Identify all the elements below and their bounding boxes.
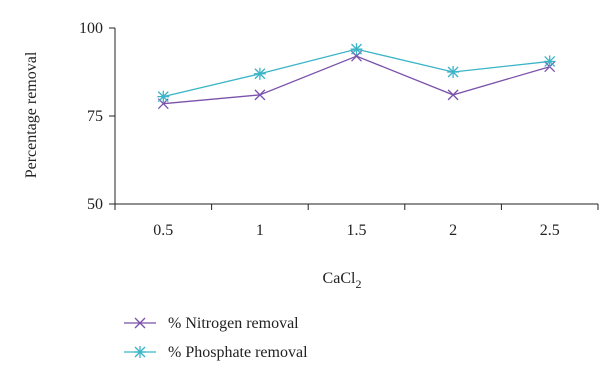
y-axis-title: Percentage removal: [23, 51, 40, 178]
x-tick-label: 1.5: [347, 222, 367, 239]
series-nitrogen: [157, 50, 556, 110]
legend-item: % Phosphate removal: [124, 344, 308, 361]
legend: % Nitrogen removal % Phosphate removal: [124, 315, 308, 361]
asterisk-marker: [447, 66, 460, 78]
legend-label: % Phosphate removal: [168, 344, 308, 361]
series-layer: [157, 43, 556, 110]
y-tick-label: 100: [79, 20, 103, 37]
x-marker: [447, 89, 459, 101]
legend-label: % Nitrogen removal: [168, 315, 299, 332]
asterisk-marker: [253, 67, 266, 80]
x-tick-label: 0.5: [153, 222, 173, 239]
x-tick-label: 2.5: [540, 222, 560, 239]
asterisk-marker: [157, 90, 170, 103]
x-tick-labels: 0.5 1 1.5 2 2.5: [114, 204, 599, 239]
y-tick-label: 75: [87, 108, 103, 125]
x-axis-title: CaCl2: [323, 270, 362, 291]
x-marker: [254, 89, 266, 101]
series-phosphate: [157, 43, 556, 103]
x-axis-title-main: CaCl: [323, 270, 356, 287]
asterisk-marker: [134, 346, 146, 358]
legend-item: % Nitrogen removal: [124, 315, 299, 332]
asterisk-marker: [543, 55, 556, 68]
y-tick-label: 50: [87, 196, 103, 213]
series-line: [163, 55, 550, 105]
y-tick-labels: 50 75 100: [79, 20, 115, 213]
asterisk-marker: [350, 43, 363, 56]
x-tick-label: 2: [449, 222, 457, 239]
x-marker: [134, 317, 146, 329]
x-tick-label: 1: [256, 222, 264, 239]
x-axis-title-subscript: 2: [355, 277, 361, 291]
